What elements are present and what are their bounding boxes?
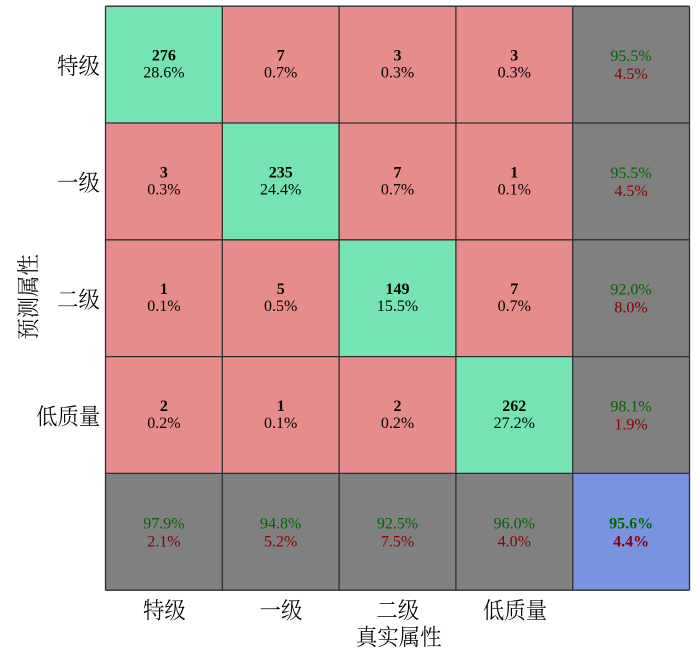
svg-text:96.0%: 96.0% bbox=[494, 515, 535, 532]
svg-text:3: 3 bbox=[160, 164, 168, 181]
svg-text:3: 3 bbox=[394, 48, 402, 65]
svg-text:4.0%: 4.0% bbox=[498, 533, 531, 550]
svg-text:0.3%: 0.3% bbox=[498, 65, 531, 82]
svg-text:0.7%: 0.7% bbox=[381, 181, 414, 198]
svg-text:7: 7 bbox=[277, 48, 285, 65]
svg-text:4.5%: 4.5% bbox=[614, 66, 647, 83]
svg-text:235: 235 bbox=[269, 164, 293, 181]
svg-text:3: 3 bbox=[510, 48, 518, 65]
svg-text:95.5%: 95.5% bbox=[610, 165, 651, 182]
svg-text:0.2%: 0.2% bbox=[381, 415, 414, 432]
svg-text:2: 2 bbox=[394, 398, 402, 415]
svg-text:0.7%: 0.7% bbox=[498, 298, 531, 315]
svg-text:27.2%: 27.2% bbox=[494, 415, 535, 432]
svg-text:4.4%: 4.4% bbox=[613, 533, 649, 550]
svg-text:0.1%: 0.1% bbox=[147, 298, 180, 315]
svg-text:2: 2 bbox=[160, 398, 168, 415]
svg-text:5.2%: 5.2% bbox=[264, 533, 297, 550]
svg-text:1: 1 bbox=[277, 398, 285, 415]
svg-text:95.5%: 95.5% bbox=[610, 48, 651, 65]
svg-text:1: 1 bbox=[160, 281, 168, 298]
svg-text:149: 149 bbox=[386, 281, 410, 298]
svg-text:24.4%: 24.4% bbox=[260, 181, 301, 198]
svg-text:4.5%: 4.5% bbox=[614, 183, 647, 200]
svg-text:0.1%: 0.1% bbox=[264, 415, 297, 432]
svg-text:7.5%: 7.5% bbox=[381, 533, 414, 550]
svg-text:98.1%: 98.1% bbox=[610, 399, 651, 416]
svg-text:2.1%: 2.1% bbox=[147, 533, 180, 550]
svg-text:0.3%: 0.3% bbox=[147, 181, 180, 198]
svg-text:95.6%: 95.6% bbox=[609, 515, 653, 532]
svg-text:8.0%: 8.0% bbox=[614, 300, 647, 317]
svg-text:92.0%: 92.0% bbox=[610, 282, 651, 299]
svg-text:97.9%: 97.9% bbox=[143, 515, 184, 532]
svg-text:276: 276 bbox=[152, 48, 176, 65]
svg-text:0.3%: 0.3% bbox=[381, 65, 414, 82]
svg-text:262: 262 bbox=[502, 398, 526, 415]
svg-text:28.6%: 28.6% bbox=[143, 65, 184, 82]
svg-text:1.9%: 1.9% bbox=[614, 417, 647, 434]
svg-text:94.8%: 94.8% bbox=[260, 515, 301, 532]
svg-text:0.2%: 0.2% bbox=[147, 415, 180, 432]
svg-text:7: 7 bbox=[394, 164, 402, 181]
svg-text:0.7%: 0.7% bbox=[264, 65, 297, 82]
svg-text:0.5%: 0.5% bbox=[264, 298, 297, 315]
svg-text:0.1%: 0.1% bbox=[498, 181, 531, 198]
svg-text:15.5%: 15.5% bbox=[377, 298, 418, 315]
svg-text:1: 1 bbox=[510, 164, 518, 181]
svg-text:7: 7 bbox=[510, 281, 518, 298]
svg-text:5: 5 bbox=[277, 281, 285, 298]
svg-text:92.5%: 92.5% bbox=[377, 515, 418, 532]
